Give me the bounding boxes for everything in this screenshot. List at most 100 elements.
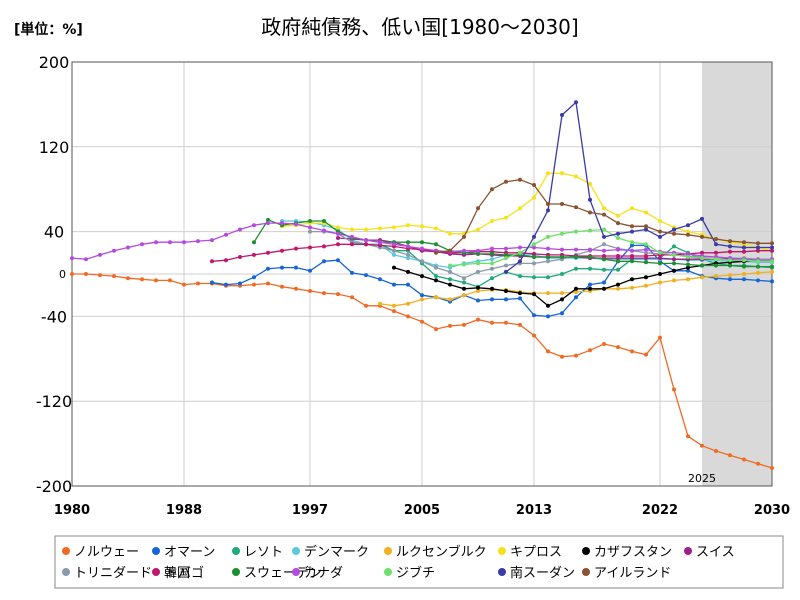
series-point xyxy=(658,219,662,223)
series-point xyxy=(490,320,494,325)
series-point xyxy=(406,256,410,261)
x-tick-label: 2030 xyxy=(754,503,790,518)
series-point xyxy=(504,269,508,274)
series-point xyxy=(406,314,410,319)
series-point xyxy=(504,263,508,268)
x-tick-label: 1988 xyxy=(166,503,202,518)
series-point xyxy=(378,243,382,248)
series-point xyxy=(98,273,102,278)
series-point xyxy=(714,263,718,268)
series-point xyxy=(686,232,690,237)
series-point xyxy=(224,282,228,287)
series-point xyxy=(448,269,452,274)
series-point xyxy=(336,225,340,230)
series-point xyxy=(196,239,200,244)
series-line xyxy=(281,172,773,252)
series-point xyxy=(658,229,662,234)
series-point xyxy=(588,266,592,271)
series-point xyxy=(490,219,494,223)
legend-marker xyxy=(498,568,506,576)
series-point xyxy=(770,241,774,246)
legend-label: オマーン xyxy=(164,545,215,560)
series-point xyxy=(336,231,340,236)
series-point xyxy=(504,246,508,251)
series-point xyxy=(602,206,606,211)
series-point xyxy=(392,248,396,253)
series-point xyxy=(504,320,508,325)
series-point xyxy=(742,249,746,254)
series-point xyxy=(630,248,634,253)
x-tick-label: 1997 xyxy=(292,503,328,518)
series-point xyxy=(630,243,634,248)
legend-item: スイス xyxy=(684,545,735,560)
series-point xyxy=(70,272,74,276)
y-tick-label: 120 xyxy=(39,138,70,157)
series-point xyxy=(546,303,550,308)
legend-marker xyxy=(582,547,590,555)
series-point xyxy=(630,240,634,245)
series-point xyxy=(756,270,760,275)
series-point xyxy=(616,247,620,252)
series-point xyxy=(532,195,536,200)
legend-item: ジブチ xyxy=(384,565,435,581)
y-tick-label: -200 xyxy=(36,477,72,496)
series-point xyxy=(756,264,760,269)
y-tick-label: -40 xyxy=(41,307,67,326)
series-point xyxy=(686,229,690,234)
series-point xyxy=(476,248,480,253)
series-point xyxy=(406,301,410,306)
series-point xyxy=(546,275,550,280)
series-point xyxy=(252,275,256,280)
series-point xyxy=(560,354,564,359)
legend-marker xyxy=(684,547,692,555)
series-point xyxy=(504,215,508,220)
series-point xyxy=(504,256,508,261)
series-point xyxy=(672,261,676,266)
series-point xyxy=(308,225,312,230)
series-point xyxy=(476,227,480,232)
series-point xyxy=(546,234,550,239)
series-point xyxy=(574,353,578,358)
series-point xyxy=(518,250,522,255)
series-point xyxy=(224,232,228,237)
series-point xyxy=(728,277,732,282)
series-point xyxy=(672,257,676,262)
series-point xyxy=(112,274,116,279)
series-point xyxy=(644,275,648,280)
series-point xyxy=(714,274,718,279)
series-point xyxy=(616,213,620,218)
series-point xyxy=(686,434,690,439)
series-point xyxy=(336,258,340,263)
series-point xyxy=(322,244,326,249)
legend-label: ジブチ xyxy=(396,565,435,581)
series-point xyxy=(560,297,564,302)
series-point xyxy=(672,278,676,283)
series-point xyxy=(448,282,452,287)
series-point xyxy=(546,349,550,354)
series-point xyxy=(84,257,88,262)
legend-label: アイルランド xyxy=(594,566,671,581)
series-point xyxy=(462,286,466,291)
series-point xyxy=(616,231,620,236)
series-point xyxy=(518,291,522,296)
legend-item: トリニダード・トバゴ xyxy=(62,565,204,581)
series-point xyxy=(770,264,774,269)
series-point xyxy=(546,208,550,213)
series-point xyxy=(252,252,256,257)
series-point xyxy=(420,224,424,229)
series-point xyxy=(364,238,368,243)
series-point xyxy=(434,278,438,283)
series-point xyxy=(532,333,536,338)
series-14 xyxy=(434,177,774,255)
series-point xyxy=(546,171,550,176)
series-point xyxy=(378,240,382,245)
series-point xyxy=(630,224,634,229)
series-point xyxy=(322,291,326,296)
series-point xyxy=(686,223,690,228)
series-point xyxy=(518,177,522,182)
legend-item: オマーン xyxy=(152,545,215,560)
series-point xyxy=(700,275,704,280)
series-point xyxy=(728,239,732,244)
series-point xyxy=(588,247,592,252)
legend-marker xyxy=(232,547,240,555)
